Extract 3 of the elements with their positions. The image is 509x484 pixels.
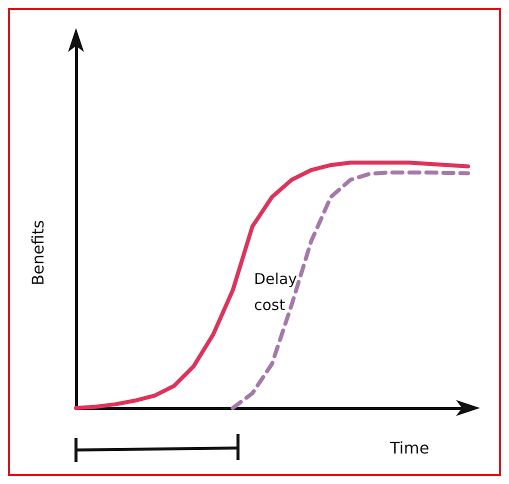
annotation: Delay cost (254, 270, 298, 314)
x-axis-title: Time (389, 438, 430, 458)
y-axis-title: Benefits (28, 220, 48, 286)
